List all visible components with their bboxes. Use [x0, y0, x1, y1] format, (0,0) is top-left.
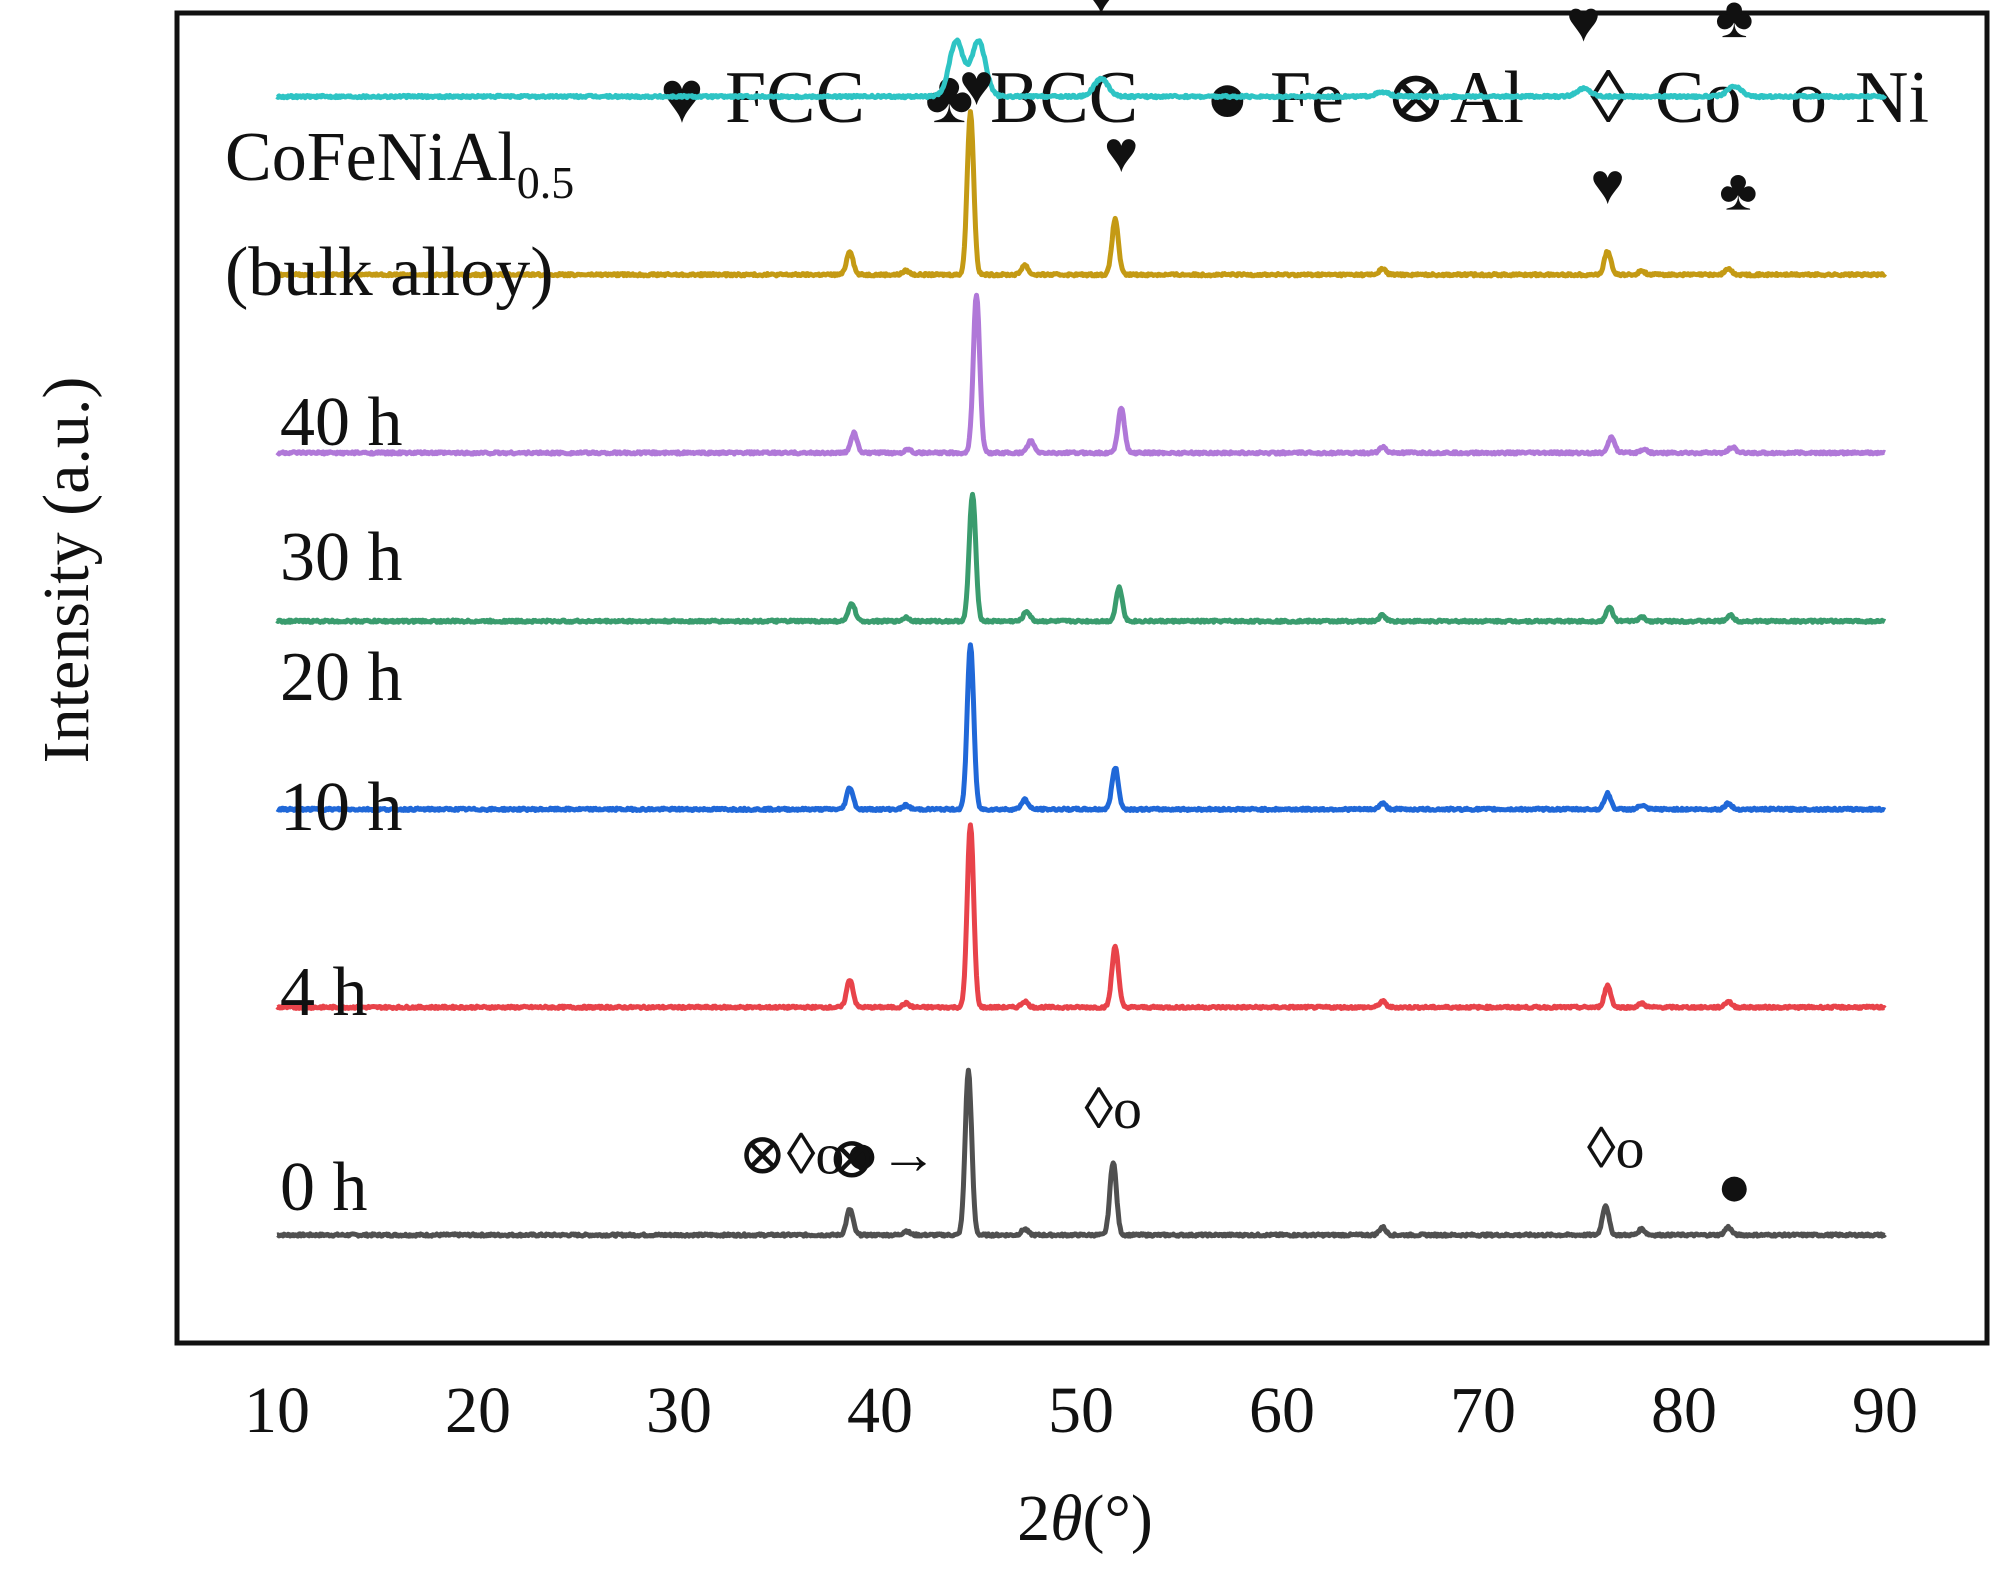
x-tick-label: 90	[1852, 1374, 1918, 1447]
series-label-4-h: 4 h	[280, 954, 368, 1031]
series-label-0-h: 0 h	[280, 1149, 368, 1226]
peak-marker-40-h-1: ♥	[1104, 120, 1138, 185]
x-tick-label: 70	[1450, 1374, 1516, 1447]
series-label-cofenial0-5-bulk-alloy: CoFeNiAl0.5	[225, 119, 574, 208]
plot-frame	[174, 10, 1990, 1346]
series-label-30-h: 30 h	[280, 519, 403, 596]
series-line-30-h	[275, 292, 1887, 457]
y-axis-title: Intensity (a.u.)	[30, 377, 103, 764]
peak-marker-cofenial0-5-bulk-alloy-4: ♣	[1715, 0, 1753, 50]
x-tick-label: 40	[847, 1374, 913, 1447]
peak-marker-0-h-4: ●	[1717, 1153, 1752, 1218]
x-tick-label: 20	[445, 1374, 511, 1447]
peak-marker-cofenial0-5-bulk-alloy-3: ♥	[1566, 0, 1600, 54]
x-tick-label: 50	[1048, 1374, 1114, 1447]
peak-marker-40-h-2: ♥	[1590, 151, 1624, 216]
series-line-4-h	[275, 822, 1887, 1011]
peak-marker-40-h-3: ♣	[1719, 157, 1757, 222]
x-ticks: 10 20 30 40 50 60 70 80 90	[244, 1374, 1918, 1447]
peak-marker-0-h-3: ◊o	[1587, 1116, 1645, 1181]
series-line-cofenial0-5-bulk-alloy	[275, 37, 1888, 101]
x-tick-label: 60	[1249, 1374, 1315, 1447]
series-label-10-h: 10 h	[280, 769, 403, 846]
peak-markers: ⊗◊o●→⊗◊o◊o●♥♥♥♣♥♣♥♥♣	[738, 0, 1757, 1218]
x-axis-title: 2θ(°)	[1017, 1482, 1153, 1555]
series-line-10-h	[275, 642, 1887, 813]
peak-marker-0-h-2: ◊o	[1084, 1076, 1142, 1141]
series-label-line2: (bulk alloy)	[225, 234, 554, 311]
series-line-20-h	[275, 491, 1887, 625]
series-line-40-h	[275, 109, 1887, 279]
series-label-40-h: 40 h	[280, 384, 403, 461]
peak-marker-0-h-1: ⊗	[828, 1126, 877, 1191]
x-tick-label: 80	[1651, 1374, 1717, 1447]
series-layer	[275, 37, 1888, 1239]
series-line-0-h	[275, 1067, 1887, 1239]
series-label-20-h: 20 h	[280, 639, 403, 716]
series-labels: 0 h 4 h 10 h 20 h 30 h 40 h CoFeNiAl0.5 (bulk a…	[225, 119, 574, 1226]
peak-marker-cofenial0-5-bulk-alloy-2: ♥	[1084, 0, 1118, 26]
x-tick-label: 10	[244, 1374, 310, 1447]
peak-marker-40-h-0: ♥	[959, 52, 993, 117]
peak-marker-0-h-0: ⊗◊o●→	[738, 1122, 937, 1187]
x-tick-label: 30	[646, 1374, 712, 1447]
